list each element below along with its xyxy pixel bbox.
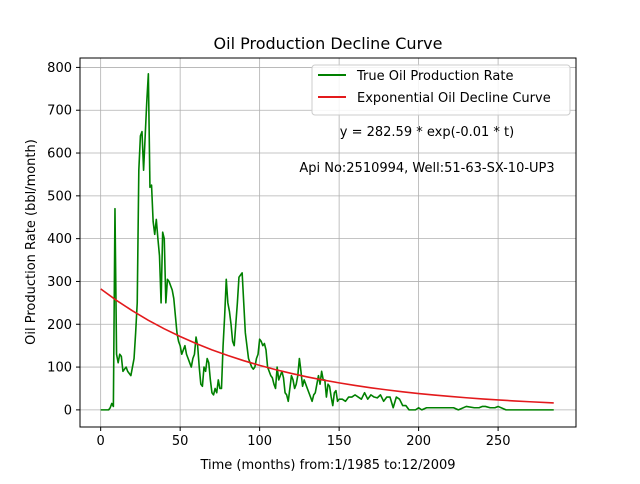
y-tick-label: 700	[47, 104, 72, 119]
x-tick-label: 250	[486, 434, 511, 449]
x-tick-label: 200	[406, 434, 431, 449]
y-tick-label: 500	[47, 189, 72, 204]
exponential-decline-line	[100, 288, 554, 404]
legend-label-true-oil: True Oil Production Rate	[356, 69, 513, 84]
plot-frame	[79, 57, 577, 428]
y-tick-label: 300	[47, 275, 72, 290]
x-axis-label: Time (months) from:1/1985 to:12/2009	[199, 458, 455, 473]
x-tick-label: 50	[172, 434, 189, 449]
x-tick-label: 100	[247, 434, 272, 449]
true-oil-production-line	[100, 73, 554, 411]
chart-title: Oil Production Decline Curve	[214, 34, 443, 53]
y-tick-label: 800	[47, 61, 72, 76]
y-tick-label: 0	[64, 403, 72, 418]
legend: True Oil Production Rate Exponential Oil…	[311, 64, 571, 116]
y-axis-label: Oil Production Rate (bbl/month)	[24, 139, 39, 345]
y-tick-label: 600	[47, 147, 72, 162]
well-annotation: Api No:2510994, Well:51-63-SX-10-UP3	[299, 161, 554, 176]
y-tick-label: 100	[47, 361, 72, 376]
y-tick-label: 400	[47, 232, 72, 247]
x-tick-label: 0	[97, 434, 105, 449]
y-tick-label: 200	[47, 318, 72, 333]
equation-annotation: y = 282.59 * exp(-0.01 * t)	[340, 125, 514, 140]
legend-label-exponential: Exponential Oil Decline Curve	[357, 91, 551, 106]
x-tick-label: 150	[327, 434, 352, 449]
legend-box	[311, 64, 571, 116]
